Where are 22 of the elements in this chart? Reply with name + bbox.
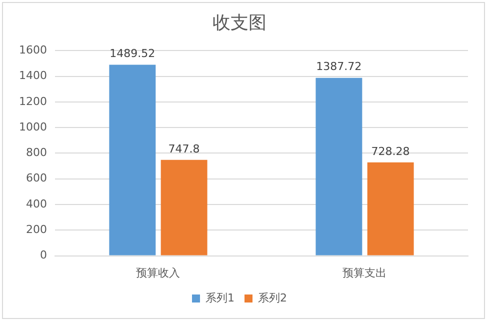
y-tick-label: 800 xyxy=(26,146,47,160)
y-tick-label: 1000 xyxy=(18,120,47,134)
y-tick-label: 1600 xyxy=(18,43,47,56)
legend-label: 系列2 xyxy=(258,291,287,304)
bar xyxy=(316,78,362,256)
x-tick-label: 预算支出 xyxy=(342,266,387,280)
data-label: 747.8 xyxy=(168,142,200,156)
data-label: 1489.52 xyxy=(110,47,156,60)
x-tick-label: 预算收入 xyxy=(136,266,180,280)
bar xyxy=(160,160,208,256)
legend-label: 系列1 xyxy=(206,291,234,304)
y-tick-label: 0 xyxy=(40,248,47,262)
y-tick-label: 600 xyxy=(26,172,47,185)
data-label: 1387.72 xyxy=(316,60,362,74)
data-label: 728.28 xyxy=(371,144,410,158)
bar xyxy=(367,162,414,256)
chart-title: 收支图 xyxy=(212,12,266,34)
y-tick-label: 1200 xyxy=(18,94,47,108)
y-tick-label: 200 xyxy=(26,223,47,236)
y-tick-label: 1400 xyxy=(18,69,47,82)
bar xyxy=(109,64,156,256)
y-tick-label: 400 xyxy=(26,197,47,210)
